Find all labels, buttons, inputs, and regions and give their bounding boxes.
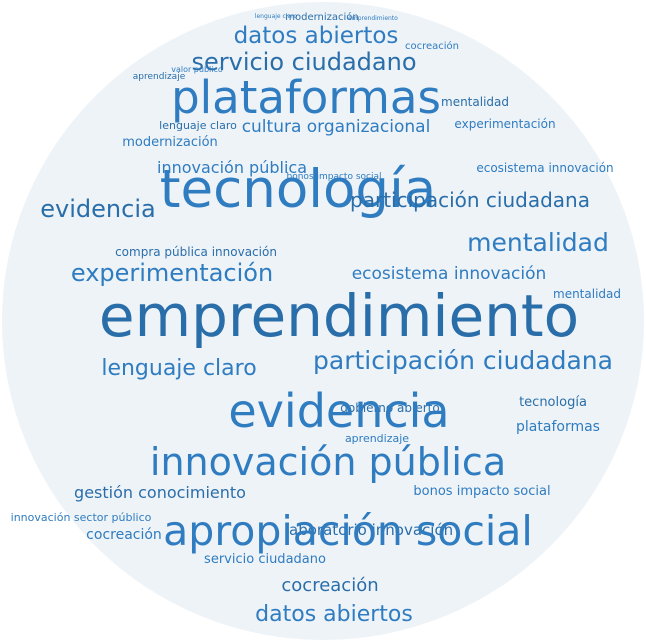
cloud-word: innovación pública [157,158,307,177]
cloud-word: gestión conocimiento [74,483,246,502]
cloud-word: lenguaje claro [254,13,298,20]
cloud-word: laboratorio innovación [284,521,454,539]
cloud-word: modernización [285,12,359,23]
cloud-word: lenguaje claro [159,119,237,132]
cloud-word: plataformas [171,71,441,124]
cloud-word: servicio ciudadano [204,552,326,567]
cloud-word: participación ciudadana [350,188,590,212]
cloud-word: cocreación [281,575,379,596]
cloud-word: experimentación [70,259,274,287]
cloud-word: emprendimiento [98,282,580,350]
cloud-word: cocreación [404,41,460,52]
cloud-word: mentalidad [467,228,609,257]
cloud-word: evidencia [40,195,156,223]
cloud-word: mentalidad [441,95,509,109]
cloud-word: aprendizaje [132,72,186,82]
cloud-word: lenguaje claro [101,356,257,381]
cloud-word: evidencia [228,384,450,438]
cloud-word: innovación sector público [10,511,152,524]
cloud-word: ecosistema innovación [476,161,614,175]
cloud-word: compra pública innovación [115,245,277,259]
cloud-word: emprendimiento [348,15,398,22]
cloud-word: tecnología [159,159,437,220]
cloud-word: modernización [122,135,218,150]
cloud-word: aprendizaje [344,432,410,445]
cloud-word: bonos impacto social [413,484,551,499]
cloud-word: gobierno abierto [340,401,440,415]
cloud-word: datos abiertos [255,602,413,627]
cloud-word: tecnología [519,395,587,410]
cloud-word: innovación pública [149,440,507,484]
cloud-word: apropiación social [163,507,533,555]
cloud-word: valor público [171,65,223,74]
cloud-word: participación ciudadana [313,346,613,375]
cloud-word: datos abiertos [233,23,399,49]
cloud-word: experimentación [454,117,556,131]
cloud-word: cultura organizacional [241,117,431,137]
cloud-word: servicio ciudadano [191,48,417,76]
cloud-word: bonos impacto social [286,172,382,182]
cloud-word: plataformas [516,419,600,435]
cloud-word: cocreación [86,527,162,543]
cloud-word: mentalidad [553,287,621,301]
cloud-word: ecosistema innovación [351,264,547,284]
